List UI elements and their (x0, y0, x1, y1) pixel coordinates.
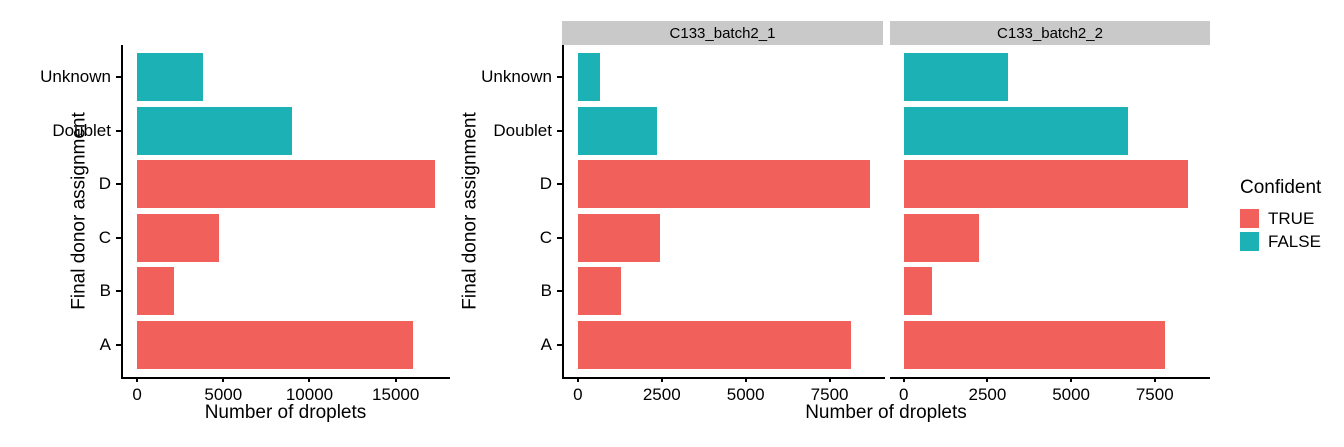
bar-d (903, 160, 1189, 209)
x-axis-tick (828, 377, 831, 382)
x-axis-tick-label: 7500 (810, 385, 849, 404)
bar-a (137, 320, 413, 369)
legend-false-swatch (1240, 232, 1259, 251)
combined-chart-panel: 0 5000 10000 15000 Unknown Doublet D C B A (40, 45, 450, 403)
legend-true-label: TRUE (1268, 209, 1315, 228)
x-axis-tick (576, 377, 579, 382)
x-axis-tick-label: 5000 (1052, 385, 1091, 404)
legend-true-swatch (1240, 209, 1259, 228)
y-axis-tick-label: C (539, 227, 552, 247)
x-axis-tick (394, 377, 397, 382)
y-axis-tick-label: Doublet (52, 120, 111, 140)
bar-c (903, 213, 980, 262)
y-axis-tick (116, 290, 121, 293)
bar-d (137, 160, 436, 209)
facet-strip-1: C133_batch2_1 (562, 21, 883, 45)
bar-doublet (137, 106, 293, 155)
facet-strip-2: C133_batch2_2 (890, 21, 1210, 45)
bar-unknown (903, 53, 1008, 102)
bar-doublet (577, 106, 657, 155)
bar-b (577, 267, 621, 316)
left-x-axis-title: Number of droplets (204, 402, 367, 423)
x-axis-tick-label: 10000 (285, 385, 334, 404)
bar-doublet (903, 106, 1128, 155)
facet-panel-2: 0 2500 5000 7500 (890, 45, 1210, 403)
x-axis-tick-label: 5000 (726, 385, 765, 404)
y-axis-tick (557, 76, 562, 79)
x-axis-tick-label: 0 (899, 385, 909, 404)
y-axis-tick-label: Unknown (481, 67, 552, 87)
y-axis-tick (557, 343, 562, 346)
y-axis-tick (116, 183, 121, 186)
facet-panel-1: 0 2500 5000 7500 Unknown Doublet D C B A (481, 45, 885, 403)
bar-a (577, 320, 852, 369)
x-axis-tick-label: 5000 (204, 385, 243, 404)
bar-unknown (137, 53, 203, 102)
y-axis-tick-label: C (98, 227, 111, 247)
bar-b (903, 267, 933, 316)
x-axis-tick-label: 7500 (1135, 385, 1174, 404)
y-axis-tick-label: Doublet (493, 120, 552, 140)
bar-d (577, 160, 870, 209)
y-axis-tick-label: D (539, 174, 552, 194)
x-axis-tick-label: 15000 (372, 385, 420, 404)
y-axis-tick-label: A (99, 334, 111, 354)
bar-c (137, 213, 219, 262)
x-axis-tick-label: 2500 (642, 385, 681, 404)
x-axis-tick (744, 377, 747, 382)
x-axis-tick (222, 377, 225, 382)
x-axis-tick-label: 0 (573, 385, 583, 404)
legend-title: Confident (1240, 177, 1322, 198)
y-axis-tick (116, 236, 121, 239)
x-axis-tick (1153, 377, 1156, 382)
x-axis-tick (136, 377, 139, 382)
left-y-axis-title: Final donor assignment (68, 112, 90, 310)
x-axis-tick (986, 377, 989, 382)
y-axis-tick (557, 129, 562, 132)
y-axis-tick-label: D (98, 174, 111, 194)
legend-item-true: TRUE (1240, 209, 1321, 228)
legend: Confident TRUE FALSE (1240, 178, 1321, 255)
x-axis-tick-label: 2500 (968, 385, 1007, 404)
y-axis-tick-label: A (540, 334, 552, 354)
bar-a (903, 320, 1165, 369)
y-axis-tick (116, 129, 121, 132)
x-axis-tick (1070, 377, 1073, 382)
y-axis-tick-label: B (99, 281, 111, 301)
legend-false-label: FALSE (1268, 232, 1321, 251)
y-axis-tick-label: B (540, 281, 552, 301)
bar-c (577, 213, 661, 262)
right-x-axis-title: Number of droplets (805, 402, 967, 423)
bar-unknown (577, 53, 600, 102)
x-axis-tick-label: 0 (132, 385, 142, 404)
x-axis-tick (902, 377, 905, 382)
y-axis-tick (557, 236, 562, 239)
y-axis-tick (557, 290, 562, 293)
y-axis-tick (557, 183, 562, 186)
y-axis-tick (116, 76, 121, 79)
y-axis-tick-label: Unknown (40, 67, 111, 87)
x-axis-tick (660, 377, 663, 382)
right-y-axis-title: Final donor assignment (459, 112, 481, 310)
legend-item-false: FALSE (1240, 232, 1321, 251)
bar-b (137, 267, 175, 316)
x-axis-tick (308, 377, 311, 382)
y-axis-tick (116, 343, 121, 346)
